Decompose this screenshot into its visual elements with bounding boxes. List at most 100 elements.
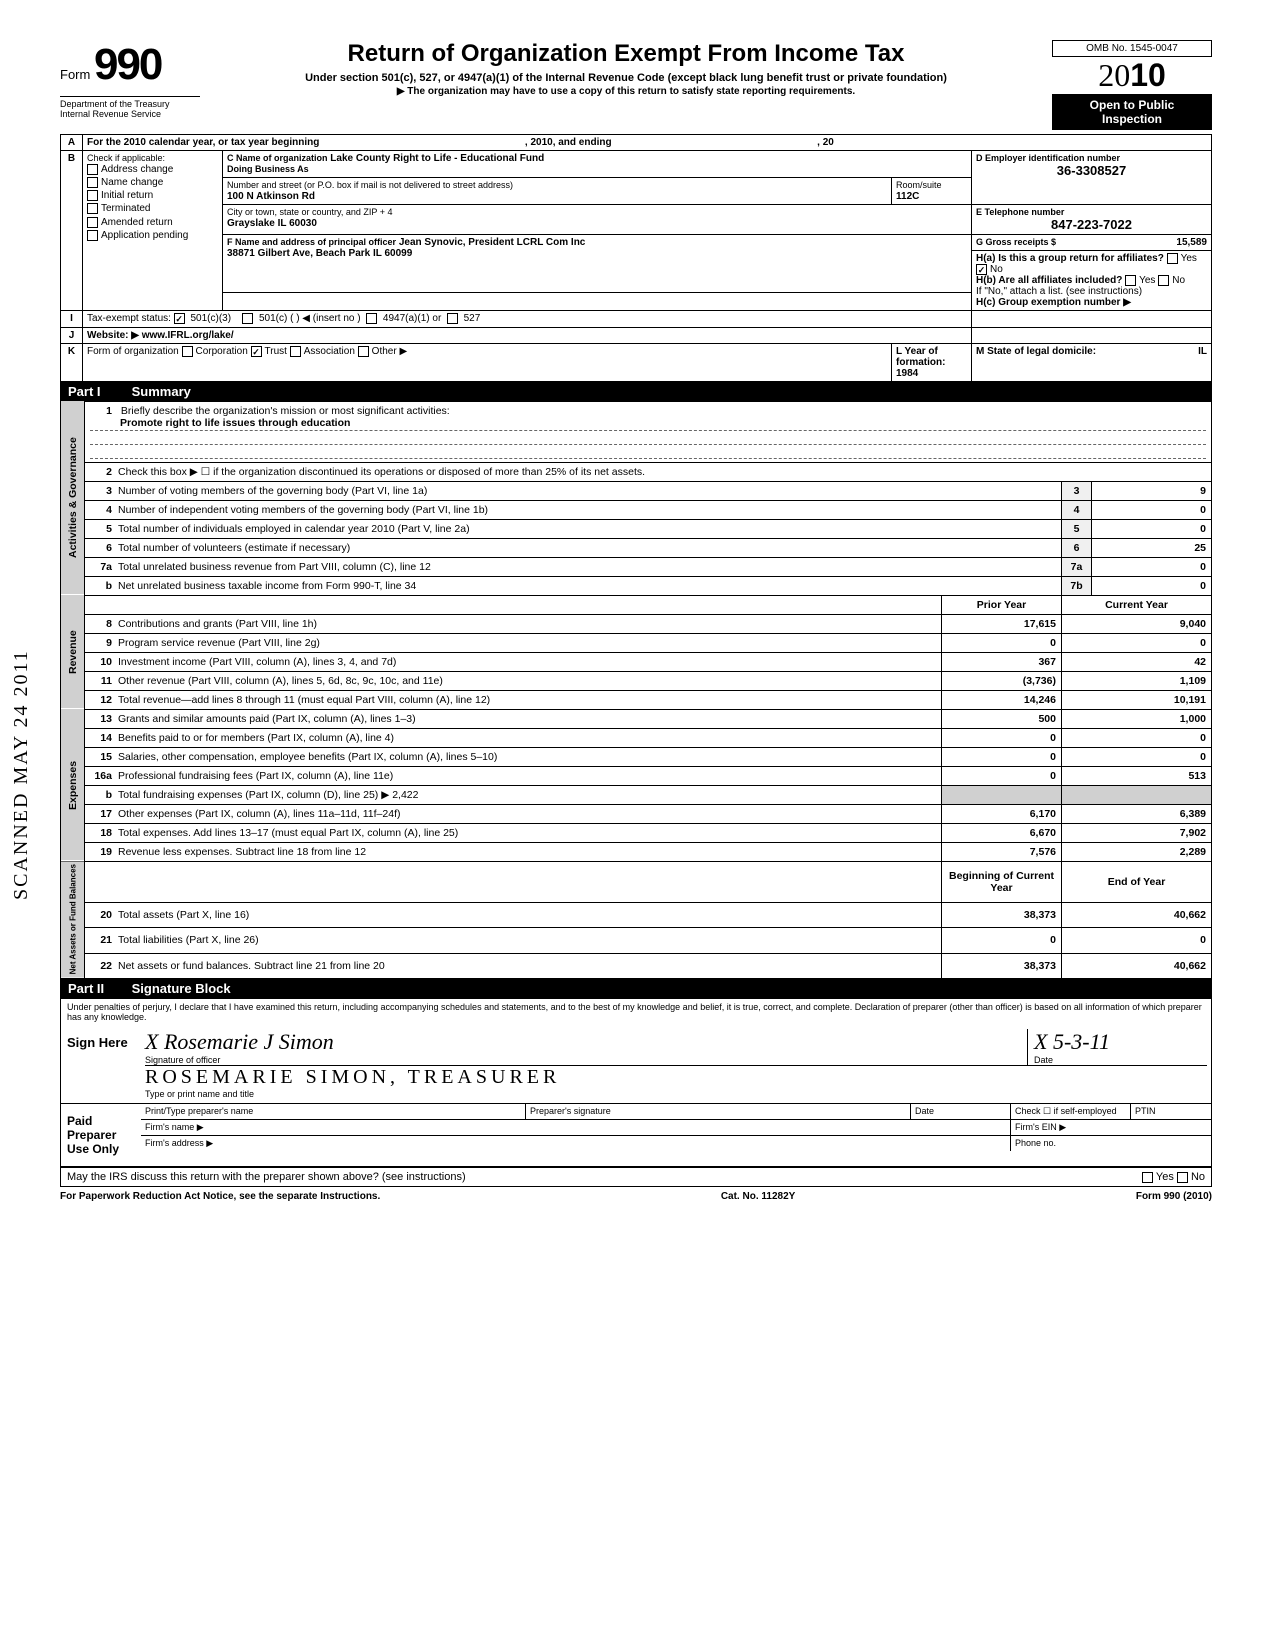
checkbox-pending[interactable] <box>87 230 98 241</box>
firm-addr-label: Firm's address ▶ <box>141 1136 1011 1151</box>
ln: 18 <box>90 827 118 839</box>
lp <box>942 785 1062 804</box>
gov-row: bNet unrelated business taxable income f… <box>61 576 1212 595</box>
street-label: Number and street (or P.O. box if mail i… <box>227 180 513 190</box>
lb: 6 <box>1062 538 1092 557</box>
ha-yes-label: Yes <box>1181 253 1197 264</box>
cb-other[interactable] <box>358 346 369 357</box>
scanned-stamp: SCANNED MAY 24 2011 <box>10 649 33 900</box>
lt: Net unrelated business taxable income fr… <box>118 580 416 592</box>
paperwork-notice: For Paperwork Reduction Act Notice, see … <box>60 1191 380 1202</box>
exp-row: 15Salaries, other compensation, employee… <box>61 747 1212 766</box>
ln: 22 <box>90 960 118 972</box>
net-row: 21Total liabilities (Part X, line 26)00 <box>61 928 1212 953</box>
checkbox-name[interactable] <box>87 177 98 188</box>
gov-row: 7aTotal unrelated business revenue from … <box>61 557 1212 576</box>
expenses-vlabel: Expenses <box>61 709 85 861</box>
discuss-yes[interactable] <box>1142 1172 1153 1183</box>
cb-corp[interactable] <box>182 346 193 357</box>
typed-name: ROSEMARIE SIMON, TREASURER <box>145 1066 1207 1089</box>
lc: 0 <box>1062 633 1212 652</box>
checkbox-terminated[interactable] <box>87 203 98 214</box>
opt-527: 527 <box>464 314 481 325</box>
lt: Total number of individuals employed in … <box>118 523 470 535</box>
dba-label: Doing Business As <box>227 164 309 174</box>
netassets-vlabel: Net Assets or Fund Balances <box>61 861 85 978</box>
cb-trust[interactable]: ✓ <box>251 346 262 357</box>
cb-assoc[interactable] <box>290 346 301 357</box>
lp: 500 <box>942 709 1062 728</box>
lv: 0 <box>1092 557 1212 576</box>
end-year-header: End of Year <box>1062 861 1212 902</box>
phone-label: Phone no. <box>1011 1136 1211 1151</box>
lv: 0 <box>1092 519 1212 538</box>
footer: For Paperwork Reduction Act Notice, see … <box>60 1191 1212 1202</box>
current-year-header: Current Year <box>1062 595 1212 614</box>
line1-value: Promote right to life issues through edu… <box>90 417 1206 431</box>
year-suffix: 10 <box>1130 57 1166 93</box>
ein-value: 36-3308527 <box>976 163 1207 178</box>
lp: 0 <box>942 633 1062 652</box>
lt: Total liabilities (Part X, line 26) <box>118 934 259 946</box>
hb-yes-label: Yes <box>1139 275 1155 286</box>
exp-row: 17Other expenses (Part IX, column (A), l… <box>61 804 1212 823</box>
city: Grayslake IL 60030 <box>227 218 317 229</box>
form-number-box: Form 990 Department of the Treasury Inte… <box>60 40 200 119</box>
hb-yes[interactable] <box>1125 275 1136 286</box>
lb: 3 <box>1062 481 1092 500</box>
cb-527[interactable] <box>447 313 458 324</box>
ha-no[interactable]: ✓ <box>976 264 987 275</box>
prep-date-label: Date <box>911 1104 1011 1119</box>
opt-pending: Application pending <box>101 230 188 241</box>
hb-no[interactable] <box>1158 275 1169 286</box>
ha-no-label: No <box>990 264 1003 275</box>
opt-corp: Corporation <box>196 346 248 357</box>
cb-4947[interactable] <box>366 313 377 324</box>
rev-row: 9Program service revenue (Part VIII, lin… <box>61 633 1212 652</box>
cb-501c[interactable] <box>242 313 253 324</box>
discuss-no[interactable] <box>1177 1172 1188 1183</box>
form-org-label: Form of organization <box>87 346 179 357</box>
date-label: Date <box>1034 1055 1207 1065</box>
line1-label: Briefly describe the organization's miss… <box>121 405 450 417</box>
open-public: Open to Public <box>1056 98 1208 112</box>
lp: 17,615 <box>942 614 1062 633</box>
lt: Total number of volunteers (estimate if … <box>118 542 350 554</box>
irs-discuss: May the IRS discuss this return with the… <box>67 1171 466 1183</box>
header-info-table: A For the 2010 calendar year, or tax yea… <box>60 134 1212 382</box>
part-2-title: Signature Block <box>132 981 231 996</box>
org-name: Lake County Right to Life - Educational … <box>330 153 544 164</box>
rev-row: 10Investment income (Part VIII, column (… <box>61 652 1212 671</box>
lc: 2,289 <box>1062 842 1212 861</box>
lt: Other expenses (Part IX, column (A), lin… <box>118 808 400 820</box>
ln: 7a <box>90 561 118 573</box>
row-i-label: I <box>61 311 83 327</box>
cb-501c3[interactable]: ✓ <box>174 313 185 324</box>
form-header: Form 990 Department of the Treasury Inte… <box>60 40 1212 130</box>
ln: 10 <box>90 656 118 668</box>
lc: 6,389 <box>1062 804 1212 823</box>
ln: 15 <box>90 751 118 763</box>
lv: 9 <box>1092 481 1212 500</box>
lt: Contributions and grants (Part VIII, lin… <box>118 618 317 630</box>
lp: 38,373 <box>942 953 1062 978</box>
lt: Professional fundraising fees (Part IX, … <box>118 770 393 782</box>
lp: 0 <box>942 766 1062 785</box>
ha-yes[interactable] <box>1167 253 1178 264</box>
subtitle-2: ▶ The organization may have to use a cop… <box>210 86 1042 97</box>
lt: Net assets or fund balances. Subtract li… <box>118 960 385 972</box>
checkbox-address[interactable] <box>87 164 98 175</box>
lt: Number of independent voting members of … <box>118 504 488 516</box>
opt-trust: Trust <box>265 346 287 357</box>
hb-label: H(b) Are all affiliates included? <box>976 275 1122 286</box>
row-a-label: A <box>61 135 83 151</box>
ln: 12 <box>90 694 118 706</box>
summary-table: Activities & Governance 1 Briefly descri… <box>60 401 1212 979</box>
ln: 14 <box>90 732 118 744</box>
opt-name: Name change <box>101 177 163 188</box>
checkbox-amended[interactable] <box>87 217 98 228</box>
checkbox-initial[interactable] <box>87 190 98 201</box>
hc-label: H(c) Group exemption number ▶ <box>976 297 1207 308</box>
rev-row: 12Total revenue—add lines 8 through 11 (… <box>61 690 1212 709</box>
lb: 7a <box>1062 557 1092 576</box>
